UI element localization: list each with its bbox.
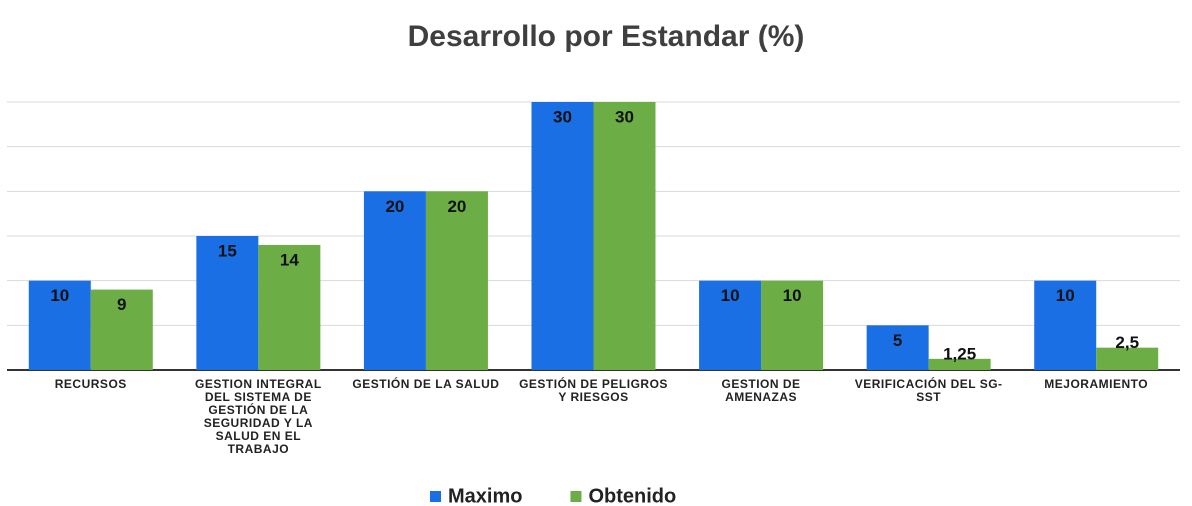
- data-label: 10: [721, 286, 740, 305]
- bar: [196, 236, 259, 370]
- data-label: 10: [783, 286, 802, 305]
- chart-title: Desarrollo por Estandar (%): [408, 20, 805, 53]
- bar: [28, 280, 91, 370]
- legend-label: Maximo: [448, 485, 522, 506]
- data-label: 30: [553, 107, 572, 126]
- legend-swatch: [430, 491, 441, 502]
- x-tick-label: RECURSOS: [54, 377, 127, 391]
- x-tick-label: GESTIÓN DE PELIGROS Y RIESGOS: [519, 377, 668, 404]
- bar: [531, 102, 594, 370]
- data-label: 2,5: [1115, 333, 1139, 352]
- legend-label: Obtenido: [588, 485, 676, 506]
- legend-swatch: [570, 491, 582, 502]
- bar: [425, 191, 488, 370]
- data-label: 30: [615, 107, 634, 126]
- data-label: 15: [218, 241, 237, 260]
- x-tick-label: GESTION INTEGRAL DEL SISTEMA DE GESTIÓN …: [195, 377, 322, 456]
- bar: [90, 289, 153, 370]
- bar: [866, 325, 929, 370]
- data-label: 9: [117, 295, 126, 314]
- data-label: 14: [280, 250, 299, 269]
- data-label: 10: [1056, 286, 1075, 305]
- data-label: 10: [50, 286, 69, 305]
- data-label: 20: [385, 197, 404, 216]
- data-label: 5: [893, 331, 902, 350]
- x-tick-label: VERIFICACIÓN DEL SG-SST: [854, 377, 1003, 404]
- bar: [1096, 347, 1159, 370]
- data-label: 20: [447, 197, 466, 216]
- bar: [761, 280, 824, 370]
- x-tick-label: GESTION DE AMENAZAS: [721, 377, 801, 404]
- x-tick-label: GESTIÓN DE LA SALUD: [352, 377, 500, 391]
- bar: [699, 280, 762, 370]
- data-label: 1,25: [943, 344, 976, 363]
- bar: [1034, 280, 1097, 370]
- bar: [928, 358, 991, 370]
- bar: [258, 244, 321, 370]
- bar: [363, 191, 426, 370]
- x-tick-label: MEJORAMIENTO: [1044, 377, 1149, 391]
- bar: [593, 102, 656, 370]
